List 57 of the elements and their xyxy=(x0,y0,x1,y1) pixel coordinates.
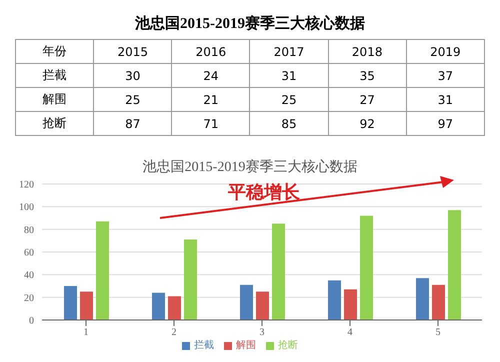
y-tick-label: 100 xyxy=(19,202,34,214)
bar xyxy=(328,280,341,320)
bar xyxy=(80,292,93,320)
bar xyxy=(152,292,165,320)
y-tick-label: 40 xyxy=(24,270,34,282)
data-label: 27 xyxy=(328,88,406,112)
chart-title: 池忠国2015-2019赛季三大核心数据 xyxy=(134,14,366,34)
bar xyxy=(416,278,429,320)
x-tick-label: 4 xyxy=(348,327,352,338)
data-label: 92 xyxy=(328,112,406,136)
y-tick-label: 60 xyxy=(24,248,34,259)
bar xyxy=(256,292,269,320)
y-tick-label: 80 xyxy=(24,224,34,236)
x-tick-label: 1 xyxy=(84,327,88,338)
bar xyxy=(272,224,285,320)
legend-label: 解围 xyxy=(236,340,256,351)
bar xyxy=(448,210,461,320)
data-label: 37 xyxy=(406,64,484,88)
bar xyxy=(184,240,197,320)
y-tick-label: 120 xyxy=(19,180,34,191)
data-label: 35 xyxy=(328,64,406,88)
data-label: 85 xyxy=(250,112,328,136)
data-label: 31 xyxy=(406,88,484,112)
bar xyxy=(96,221,109,320)
bar xyxy=(64,286,77,320)
chart-title: 池忠国2015-2019赛季三大核心数据 xyxy=(142,158,358,176)
bar xyxy=(360,216,373,320)
y-tick-label: 20 xyxy=(24,292,34,304)
x-tick-label: 2 xyxy=(172,327,176,338)
data-label: 21 xyxy=(172,88,250,112)
bar xyxy=(240,284,253,320)
data-label: 71 xyxy=(172,112,250,136)
data-label: 97 xyxy=(406,112,484,136)
bar xyxy=(168,296,181,320)
x-tick-label: 2017 xyxy=(250,40,328,64)
data-label: 30 xyxy=(94,64,172,88)
legend-label: 抢断 xyxy=(278,340,298,351)
legend-label: 拦截 xyxy=(194,340,214,351)
x-tick-label: 2018 xyxy=(328,40,406,64)
y-tick-label: 拦截 xyxy=(16,64,94,88)
x-tick-label: 2019 xyxy=(406,40,484,64)
x-tick-label: 3 xyxy=(260,327,264,338)
text: 年份 xyxy=(16,40,94,64)
data-label: 25 xyxy=(250,88,328,112)
data-label: 87 xyxy=(94,112,172,136)
y-tick-label: 抢断 xyxy=(16,112,94,136)
bar xyxy=(344,289,357,320)
x-tick-label: 5 xyxy=(436,327,440,338)
x-tick-label: 2016 xyxy=(172,40,250,64)
bar xyxy=(432,284,445,320)
x-tick-label: 2015 xyxy=(94,40,172,64)
y-tick-label: 解围 xyxy=(16,88,94,112)
annotation: 平稳增长 xyxy=(228,181,300,204)
y-tick-label: 0 xyxy=(29,316,34,327)
data-label: 31 xyxy=(250,64,328,88)
data-label: 25 xyxy=(94,88,172,112)
data-label: 24 xyxy=(172,64,250,88)
